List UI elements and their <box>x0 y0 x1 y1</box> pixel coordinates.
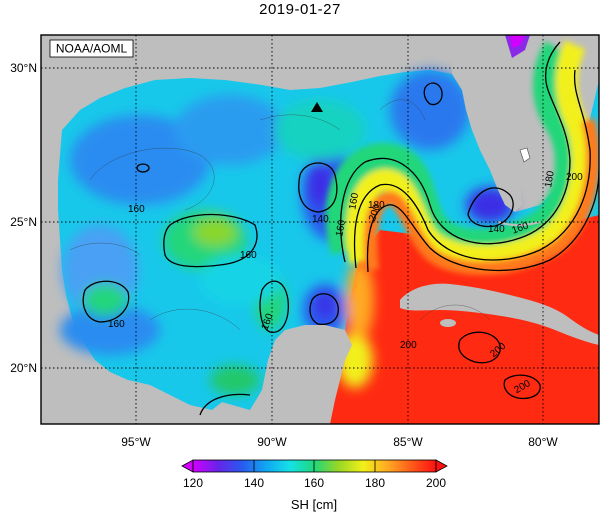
contour-label: 180 <box>543 170 557 189</box>
contour-label: 140 <box>312 214 329 225</box>
lon-label-90w: 90°W <box>257 435 287 449</box>
contour-label: 160 <box>240 250 257 261</box>
lon-label-85w: 85°W <box>393 435 423 449</box>
station-marker-icon <box>311 102 323 112</box>
colorbar-tick-label: 200 <box>426 476 446 490</box>
credit-box <box>49 39 134 58</box>
map-title: 2019-01-27 <box>259 1 341 18</box>
colorbar-tick-label: 120 <box>183 476 203 490</box>
contour-label: 160 <box>108 319 125 330</box>
bahamas-island <box>519 147 531 163</box>
contour-label: 160 <box>128 204 145 215</box>
contour-label: 180 <box>368 200 385 211</box>
map-plot-area <box>41 35 599 424</box>
lat-label-25n: 25°N <box>10 215 37 229</box>
contour-label: 160 <box>334 219 348 238</box>
minor-contours <box>69 99 491 331</box>
credit-text: NOAA/AOML <box>56 42 128 56</box>
atlantic-eddy-core <box>510 35 525 48</box>
contour-label: 160 <box>347 192 361 211</box>
isla-juventud <box>440 319 456 327</box>
colorbar-ramp <box>192 459 437 473</box>
contour-label: 140 <box>488 224 505 235</box>
graticule <box>41 35 599 424</box>
colorbar-ticks <box>192 460 437 472</box>
colorbar-tick-label: 180 <box>365 476 385 490</box>
colorbar: 120 140 160 180 200 SH [cm] <box>181 459 448 512</box>
florida-land <box>452 35 522 212</box>
lat-label-20n: 20°N <box>10 361 37 375</box>
colorbar-label: SH [cm] <box>291 497 337 512</box>
contour-lines <box>82 41 599 416</box>
cuba-land <box>400 283 599 345</box>
contour-label: 200 <box>400 340 417 351</box>
colorbar-max-arrow <box>435 459 448 473</box>
colorbar-tick-label: 160 <box>304 476 324 490</box>
yucatan-land <box>250 325 352 424</box>
lon-label-95w: 95°W <box>121 435 151 449</box>
map-frame <box>40 34 600 425</box>
contour-label: 200 <box>566 172 583 183</box>
colorbar-tick-label: 140 <box>244 476 264 490</box>
caribbean-water <box>330 215 599 424</box>
lon-label-80w: 80°W <box>528 435 558 449</box>
lat-label-30n: 30°N <box>10 61 37 75</box>
colorbar-min-arrow <box>181 459 194 473</box>
